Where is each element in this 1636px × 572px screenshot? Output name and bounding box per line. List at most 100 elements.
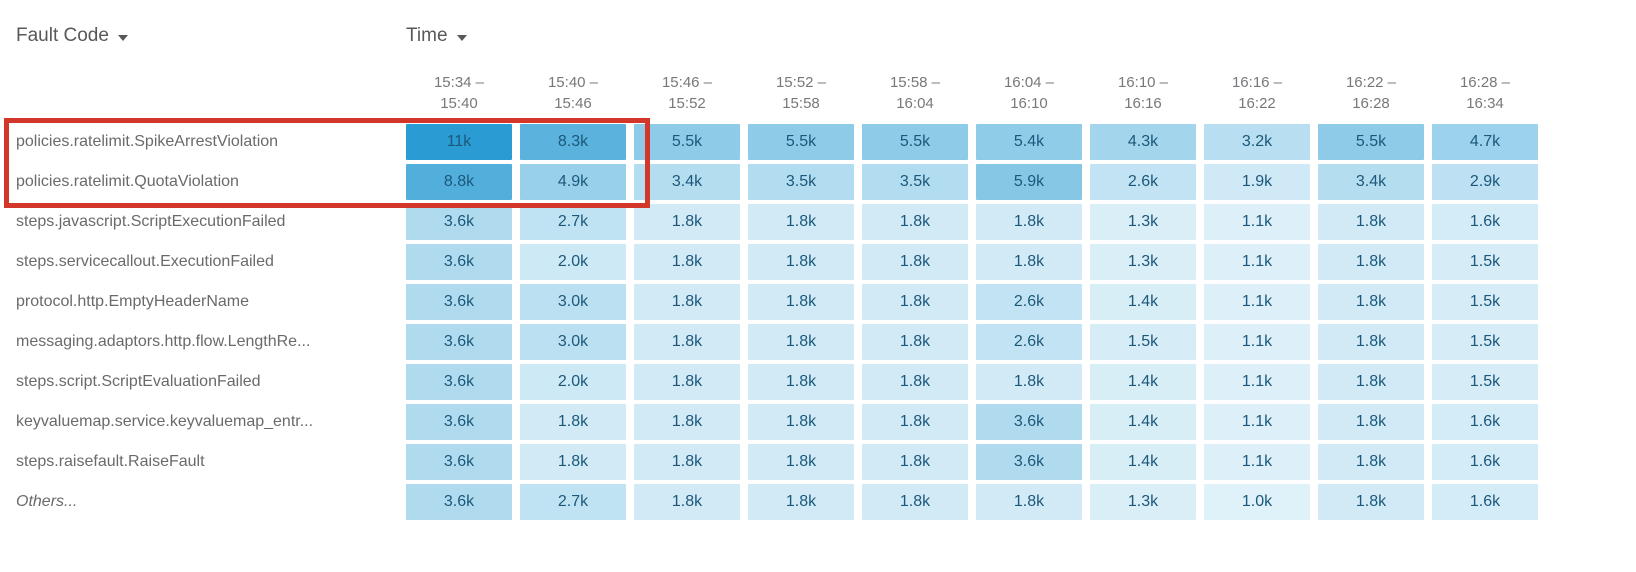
heatmap-cell[interactable]: 1.8k <box>634 364 740 400</box>
heatmap-cell[interactable]: 1.6k <box>1432 484 1538 520</box>
heatmap-cell[interactable]: 5.5k <box>862 124 968 160</box>
heatmap-cell[interactable]: 1.8k <box>634 444 740 480</box>
heatmap-cell[interactable]: 1.1k <box>1204 284 1310 320</box>
heatmap-cell[interactable]: 1.8k <box>862 444 968 480</box>
heatmap-cell[interactable]: 1.8k <box>748 364 854 400</box>
heatmap-cell[interactable]: 1.5k <box>1090 324 1196 360</box>
heatmap-cell[interactable]: 4.3k <box>1090 124 1196 160</box>
heatmap-cell[interactable]: 1.6k <box>1432 444 1538 480</box>
heatmap-cell[interactable]: 1.8k <box>862 244 968 280</box>
heatmap-cell[interactable]: 1.3k <box>1090 204 1196 240</box>
heatmap-cell[interactable]: 1.8k <box>862 404 968 440</box>
heatmap-cell[interactable]: 3.6k <box>406 484 512 520</box>
heatmap-cell[interactable]: 3.6k <box>406 284 512 320</box>
heatmap-cell[interactable]: 1.8k <box>976 244 1082 280</box>
heatmap-cell[interactable]: 2.9k <box>1432 164 1538 200</box>
heatmap-cell[interactable]: 2.6k <box>976 324 1082 360</box>
heatmap-cell[interactable]: 1.8k <box>634 244 740 280</box>
heatmap-cell[interactable]: 1.8k <box>1318 324 1424 360</box>
heatmap-cell[interactable]: 1.8k <box>976 364 1082 400</box>
fault-code-dimension-dropdown[interactable]: Fault Code <box>16 25 128 47</box>
heatmap-cell[interactable]: 1.8k <box>1318 204 1424 240</box>
heatmap-cell[interactable]: 1.8k <box>862 204 968 240</box>
heatmap-cell[interactable]: 5.5k <box>748 124 854 160</box>
heatmap-cell[interactable]: 3.6k <box>406 324 512 360</box>
heatmap-cell[interactable]: 1.6k <box>1432 404 1538 440</box>
heatmap-cell[interactable]: 3.6k <box>406 444 512 480</box>
heatmap-cell[interactable]: 8.8k <box>406 164 512 200</box>
heatmap-cell[interactable]: 1.4k <box>1090 364 1196 400</box>
heatmap-cell[interactable]: 3.6k <box>406 364 512 400</box>
heatmap-cell[interactable]: 1.0k <box>1204 484 1310 520</box>
heatmap-cell[interactable]: 1.8k <box>1318 284 1424 320</box>
heatmap-cell[interactable]: 1.3k <box>1090 244 1196 280</box>
heatmap-cell[interactable]: 1.8k <box>1318 484 1424 520</box>
heatmap-cell[interactable]: 1.5k <box>1432 244 1538 280</box>
heatmap-cell[interactable]: 3.5k <box>748 164 854 200</box>
heatmap-cell[interactable]: 1.8k <box>520 444 626 480</box>
heatmap-cell[interactable]: 2.6k <box>976 284 1082 320</box>
heatmap-cell[interactable]: 5.5k <box>1318 124 1424 160</box>
heatmap-cell[interactable]: 1.8k <box>862 324 968 360</box>
heatmap-cell[interactable]: 1.8k <box>748 284 854 320</box>
heatmap-cell[interactable]: 1.8k <box>976 204 1082 240</box>
heatmap-cell[interactable]: 3.5k <box>862 164 968 200</box>
heatmap-cell[interactable]: 3.2k <box>1204 124 1310 160</box>
heatmap-cell[interactable]: 1.5k <box>1432 284 1538 320</box>
heatmap-cell[interactable]: 2.7k <box>520 484 626 520</box>
heatmap-cell[interactable]: 11k <box>406 124 512 160</box>
heatmap-cell[interactable]: 3.6k <box>406 244 512 280</box>
heatmap-cell[interactable]: 1.8k <box>862 484 968 520</box>
heatmap-cell[interactable]: 1.1k <box>1204 324 1310 360</box>
heatmap-cell[interactable]: 3.6k <box>406 204 512 240</box>
heatmap-cell[interactable]: 2.7k <box>520 204 626 240</box>
heatmap-cell[interactable]: 1.8k <box>748 404 854 440</box>
heatmap-cell[interactable]: 1.8k <box>1318 364 1424 400</box>
heatmap-cell[interactable]: 1.5k <box>1432 364 1538 400</box>
time-dimension-dropdown[interactable]: Time <box>406 25 467 47</box>
heatmap-cell[interactable]: 1.8k <box>748 324 854 360</box>
heatmap-cell[interactable]: 3.6k <box>976 404 1082 440</box>
heatmap-cell[interactable]: 3.6k <box>406 404 512 440</box>
heatmap-cell[interactable]: 1.8k <box>520 404 626 440</box>
heatmap-cell[interactable]: 5.5k <box>634 124 740 160</box>
heatmap-cell[interactable]: 1.8k <box>1318 244 1424 280</box>
heatmap-cell[interactable]: 1.4k <box>1090 404 1196 440</box>
heatmap-cell[interactable]: 2.0k <box>520 244 626 280</box>
heatmap-cell[interactable]: 1.8k <box>634 404 740 440</box>
heatmap-cell[interactable]: 3.6k <box>976 444 1082 480</box>
heatmap-cell[interactable]: 1.8k <box>634 484 740 520</box>
heatmap-cell[interactable]: 2.6k <box>1090 164 1196 200</box>
heatmap-cell[interactable]: 1.8k <box>1318 444 1424 480</box>
heatmap-cell[interactable]: 5.9k <box>976 164 1082 200</box>
heatmap-cell[interactable]: 1.8k <box>634 324 740 360</box>
heatmap-cell[interactable]: 3.4k <box>1318 164 1424 200</box>
heatmap-cell[interactable]: 1.3k <box>1090 484 1196 520</box>
heatmap-cell[interactable]: 3.4k <box>634 164 740 200</box>
heatmap-cell[interactable]: 2.0k <box>520 364 626 400</box>
heatmap-cell[interactable]: 1.1k <box>1204 204 1310 240</box>
heatmap-cell[interactable]: 1.8k <box>748 204 854 240</box>
heatmap-cell[interactable]: 4.7k <box>1432 124 1538 160</box>
heatmap-cell[interactable]: 1.1k <box>1204 364 1310 400</box>
heatmap-cell[interactable]: 1.5k <box>1432 324 1538 360</box>
heatmap-cell[interactable]: 1.1k <box>1204 404 1310 440</box>
heatmap-cell[interactable]: 3.0k <box>520 284 626 320</box>
heatmap-cell[interactable]: 4.9k <box>520 164 626 200</box>
heatmap-cell[interactable]: 1.8k <box>748 444 854 480</box>
heatmap-cell[interactable]: 1.9k <box>1204 164 1310 200</box>
heatmap-cell[interactable]: 1.6k <box>1432 204 1538 240</box>
heatmap-cell[interactable]: 1.4k <box>1090 444 1196 480</box>
heatmap-cell[interactable]: 5.4k <box>976 124 1082 160</box>
heatmap-cell[interactable]: 1.8k <box>1318 404 1424 440</box>
heatmap-cell[interactable]: 1.1k <box>1204 244 1310 280</box>
heatmap-cell[interactable]: 1.1k <box>1204 444 1310 480</box>
heatmap-cell[interactable]: 8.3k <box>520 124 626 160</box>
heatmap-cell[interactable]: 1.4k <box>1090 284 1196 320</box>
heatmap-cell[interactable]: 1.8k <box>862 284 968 320</box>
heatmap-cell[interactable]: 1.8k <box>634 204 740 240</box>
heatmap-cell[interactable]: 1.8k <box>862 364 968 400</box>
heatmap-cell[interactable]: 3.0k <box>520 324 626 360</box>
heatmap-cell[interactable]: 1.8k <box>634 284 740 320</box>
heatmap-cell[interactable]: 1.8k <box>748 484 854 520</box>
